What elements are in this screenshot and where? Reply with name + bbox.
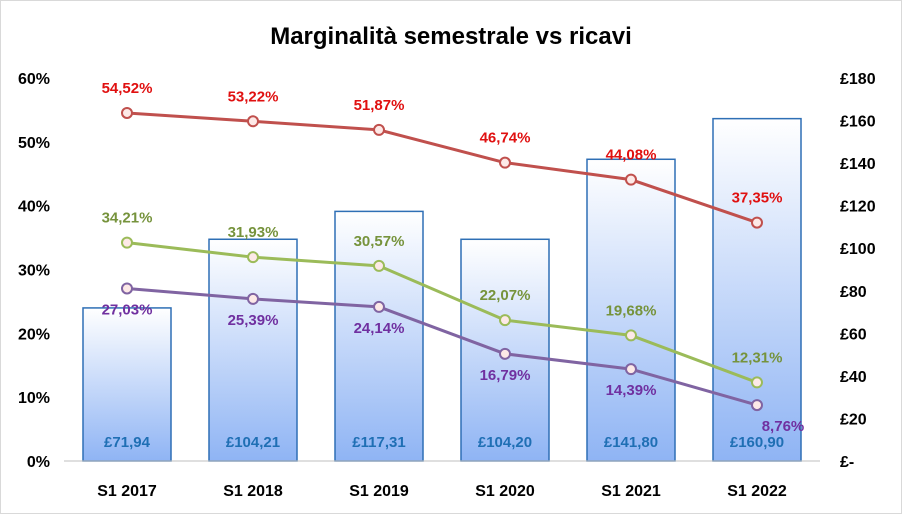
point-value-label: 19,68% <box>606 302 657 319</box>
left-tick-label: 30% <box>18 263 50 280</box>
left-tick-label: 0% <box>27 454 50 471</box>
category-labels: S1 2017 S1 2018 S1 2019 S1 2020 S1 2021 S1 20… <box>97 483 787 500</box>
series-point <box>373 123 385 136</box>
series-point <box>121 106 133 119</box>
point-value-label: 53,22% <box>228 88 279 105</box>
bar <box>82 307 172 462</box>
point-value-label: 14,39% <box>606 382 657 399</box>
point-value-label: 31,93% <box>228 224 279 241</box>
right-tick-label: £180 <box>840 71 876 88</box>
chart-title: Marginalità semestrale vs ricavi <box>270 23 632 50</box>
series-point <box>625 363 637 376</box>
series-point <box>499 347 511 360</box>
bar <box>334 210 424 462</box>
series-point <box>625 173 637 186</box>
category-label: S1 2017 <box>97 483 157 500</box>
series-point <box>751 216 763 229</box>
right-tick-label: £100 <box>840 241 876 258</box>
bar-value-label: £117,31 <box>352 434 405 451</box>
series-point <box>121 236 133 249</box>
point-value-label: 22,07% <box>480 287 531 304</box>
series-point <box>247 292 259 305</box>
point-value-label: 46,74% <box>480 130 531 147</box>
point-value-label: 34,21% <box>102 210 153 227</box>
series-point <box>373 259 385 272</box>
point-value-label: 8,76% <box>762 418 805 435</box>
series-line <box>126 111 758 225</box>
category-label: S1 2021 <box>601 483 661 500</box>
right-tick-label: £- <box>840 454 854 471</box>
series-point <box>247 251 259 264</box>
left-tick-label: 60% <box>18 71 50 88</box>
point-value-label: 51,87% <box>354 97 405 114</box>
series-point <box>751 376 763 389</box>
right-tick-label: £140 <box>840 156 876 173</box>
left-tick-label: 40% <box>18 199 50 216</box>
series-point <box>247 115 259 128</box>
series-point <box>625 329 637 342</box>
category-label: S1 2018 <box>223 483 283 500</box>
right-tick-label: £160 <box>840 114 876 131</box>
bar-value-label: £104,20 <box>478 434 532 451</box>
left-tick-label: 10% <box>18 390 50 407</box>
bar-value-label: £160,90 <box>730 434 784 451</box>
series-point <box>751 399 763 412</box>
right-tick-label: £120 <box>840 199 876 216</box>
series-point <box>499 314 511 327</box>
point-value-label: 44,08% <box>606 147 657 164</box>
point-value-label: 12,31% <box>732 349 783 366</box>
point-value-label: 30,57% <box>354 233 405 250</box>
point-value-label: 24,14% <box>354 320 405 337</box>
right-tick-label: £20 <box>840 411 867 428</box>
point-value-label: 25,39% <box>228 312 279 329</box>
bar <box>208 238 298 462</box>
series-point <box>373 300 385 313</box>
category-label: S1 2022 <box>727 483 787 500</box>
right-tick-label: £60 <box>840 326 867 343</box>
left-axis-ticks: 0% 10% 20% 30% 40% 50% 60% <box>18 71 50 471</box>
bar-layer: £71,94 £104,21 £117,31 £104,20 £141,80 £160,9… <box>82 117 802 462</box>
bar-value-label: £71,94 <box>104 434 151 451</box>
series-line <box>126 286 758 407</box>
series-point <box>499 156 511 169</box>
point-value-label: 27,03% <box>102 301 153 318</box>
category-label: S1 2019 <box>349 483 409 500</box>
point-value-label: 16,79% <box>480 367 531 384</box>
bar-value-label: £104,21 <box>226 434 280 451</box>
series-point <box>121 282 133 295</box>
right-axis-ticks: £- £20 £40 £60 £80 £100 £120 £140 £160 £180 <box>840 71 876 471</box>
bar-value-label: £141,80 <box>604 434 658 451</box>
series-line <box>126 241 758 384</box>
left-tick-label: 20% <box>18 326 50 343</box>
bar <box>586 158 676 462</box>
line-layer: 54,52% 53,22% 51,87% 46,74% 44,08% 37,35% 34,2… <box>102 80 805 435</box>
point-value-label: 37,35% <box>732 190 783 207</box>
left-tick-label: 50% <box>18 135 50 152</box>
category-label: S1 2020 <box>475 483 535 500</box>
right-tick-label: £80 <box>840 284 867 301</box>
right-tick-label: £40 <box>840 369 867 386</box>
point-value-label: 54,52% <box>102 80 153 97</box>
